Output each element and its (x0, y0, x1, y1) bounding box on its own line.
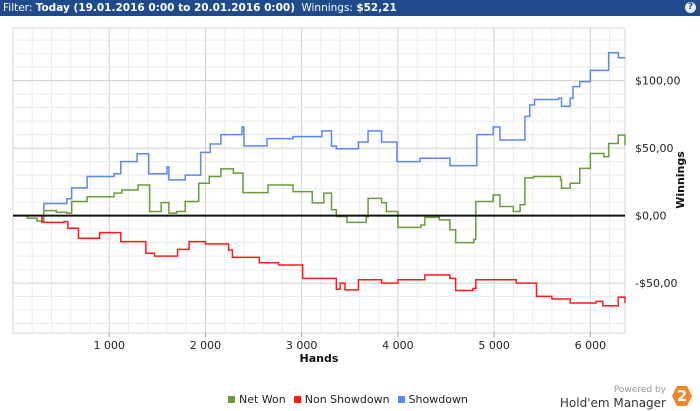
legend-label: Non Showdown (304, 393, 390, 406)
legend-swatch (293, 396, 301, 403)
x-tick-label: 5 000 (478, 339, 510, 352)
plot-area (12, 27, 626, 334)
filter-bar: Filter: Today (19.01.2016 0:00 to 20.01.… (0, 0, 700, 16)
legend: Net Won Non Showdown Showdown (228, 393, 468, 406)
question-icon[interactable]: ? (685, 2, 696, 13)
y-tick-label: -$50,00 (635, 277, 677, 290)
winnings-label: Winnings: (301, 2, 353, 14)
y-axis-label: Winnings (674, 151, 687, 209)
x-tick-label: 6 000 (575, 339, 607, 352)
y-tick-label: $100,00 (635, 75, 681, 88)
legend-item-non-showdown[interactable]: Non Showdown (293, 393, 390, 406)
grid (12, 27, 626, 334)
legend-label: Showdown (408, 393, 468, 406)
x-tick-label: 2 000 (190, 339, 222, 352)
legend-item-showdown[interactable]: Showdown (397, 393, 468, 406)
x-axis-label: Hands (300, 352, 339, 365)
filter-value: Today (19.01.2016 0:00 to 20.01.2016 0:0… (35, 2, 295, 14)
filter-label: Filter: (3, 2, 33, 14)
series-lines (13, 51, 626, 307)
x-tick-label: 1 000 (93, 339, 125, 352)
hm2-logo: 2 (672, 386, 692, 406)
legend-item-net-won[interactable]: Net Won (228, 393, 286, 406)
product-name: Hold'em Manager (559, 396, 666, 410)
tick-labels: 1 000 2 000 3 000 4 000 5 000 6 000 -$50,00 $0,… (93, 75, 680, 352)
legend-swatch (397, 396, 405, 403)
x-tick-label: 3 000 (286, 339, 318, 352)
legend-label: Net Won (239, 393, 286, 406)
series-line-net-won (13, 134, 626, 244)
series-line-showdown (13, 51, 625, 220)
powered-by-text: Powered by (613, 385, 666, 395)
legend-swatch (228, 396, 235, 403)
winnings-value: $52,21 (356, 2, 397, 14)
x-tick-label: 4 000 (382, 339, 414, 352)
series-line-non-showdown (13, 214, 626, 307)
y-tick-label: $50,00 (635, 142, 674, 155)
y-tick-label: $0,00 (635, 210, 667, 223)
